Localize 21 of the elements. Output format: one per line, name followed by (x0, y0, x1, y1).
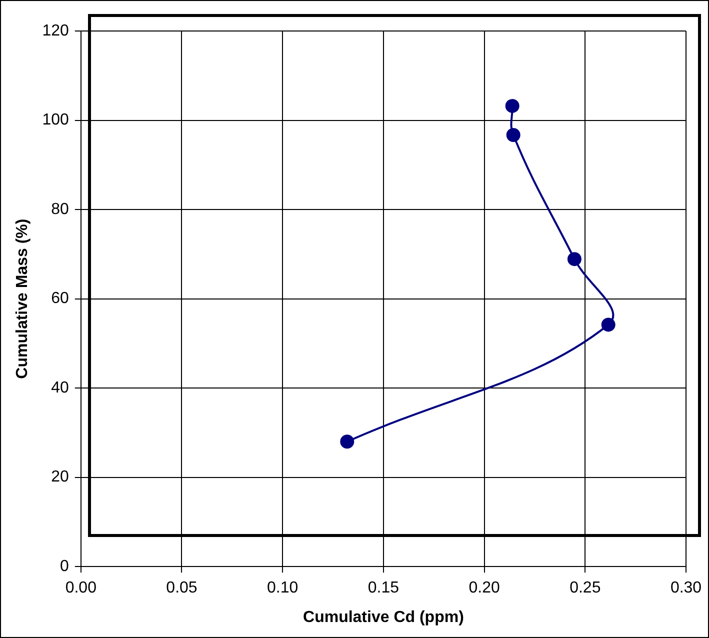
x-axis-title: Cumulative Cd (ppm) (303, 608, 464, 626)
y-axis-title: Cumulative Mass (%) (14, 218, 32, 379)
y-tick-label: 60 (51, 290, 69, 308)
y-tick-label: 120 (42, 22, 69, 40)
x-tick-label: 0.30 (670, 580, 702, 597)
y-tick-label: 20 (51, 468, 69, 486)
y-tick-label: 80 (51, 200, 69, 218)
x-tick-label: 0.25 (570, 580, 601, 597)
x-tick-label: 0.20 (468, 580, 500, 597)
point (567, 252, 582, 266)
point (505, 98, 520, 113)
y-tick-label: 40 (51, 379, 69, 396)
x-tick-label: 0.10 (267, 580, 298, 597)
point (601, 318, 616, 332)
y-tick-label: 100 (42, 112, 69, 129)
x-tick-label: 0.05 (166, 580, 198, 597)
point (340, 434, 354, 449)
x-tick-label: 0.15 (368, 580, 400, 597)
point (506, 128, 520, 142)
x-tick-label: 0.00 (65, 580, 97, 597)
y-tick-label: 0 (60, 558, 69, 576)
